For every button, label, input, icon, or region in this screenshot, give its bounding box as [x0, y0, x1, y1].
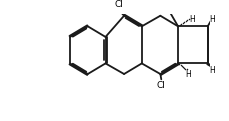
Text: H: H	[185, 70, 191, 79]
Text: Cl: Cl	[114, 0, 123, 9]
Text: Cl: Cl	[156, 81, 165, 90]
Text: H: H	[208, 15, 214, 24]
Text: H: H	[208, 66, 214, 75]
Text: H: H	[188, 15, 194, 24]
